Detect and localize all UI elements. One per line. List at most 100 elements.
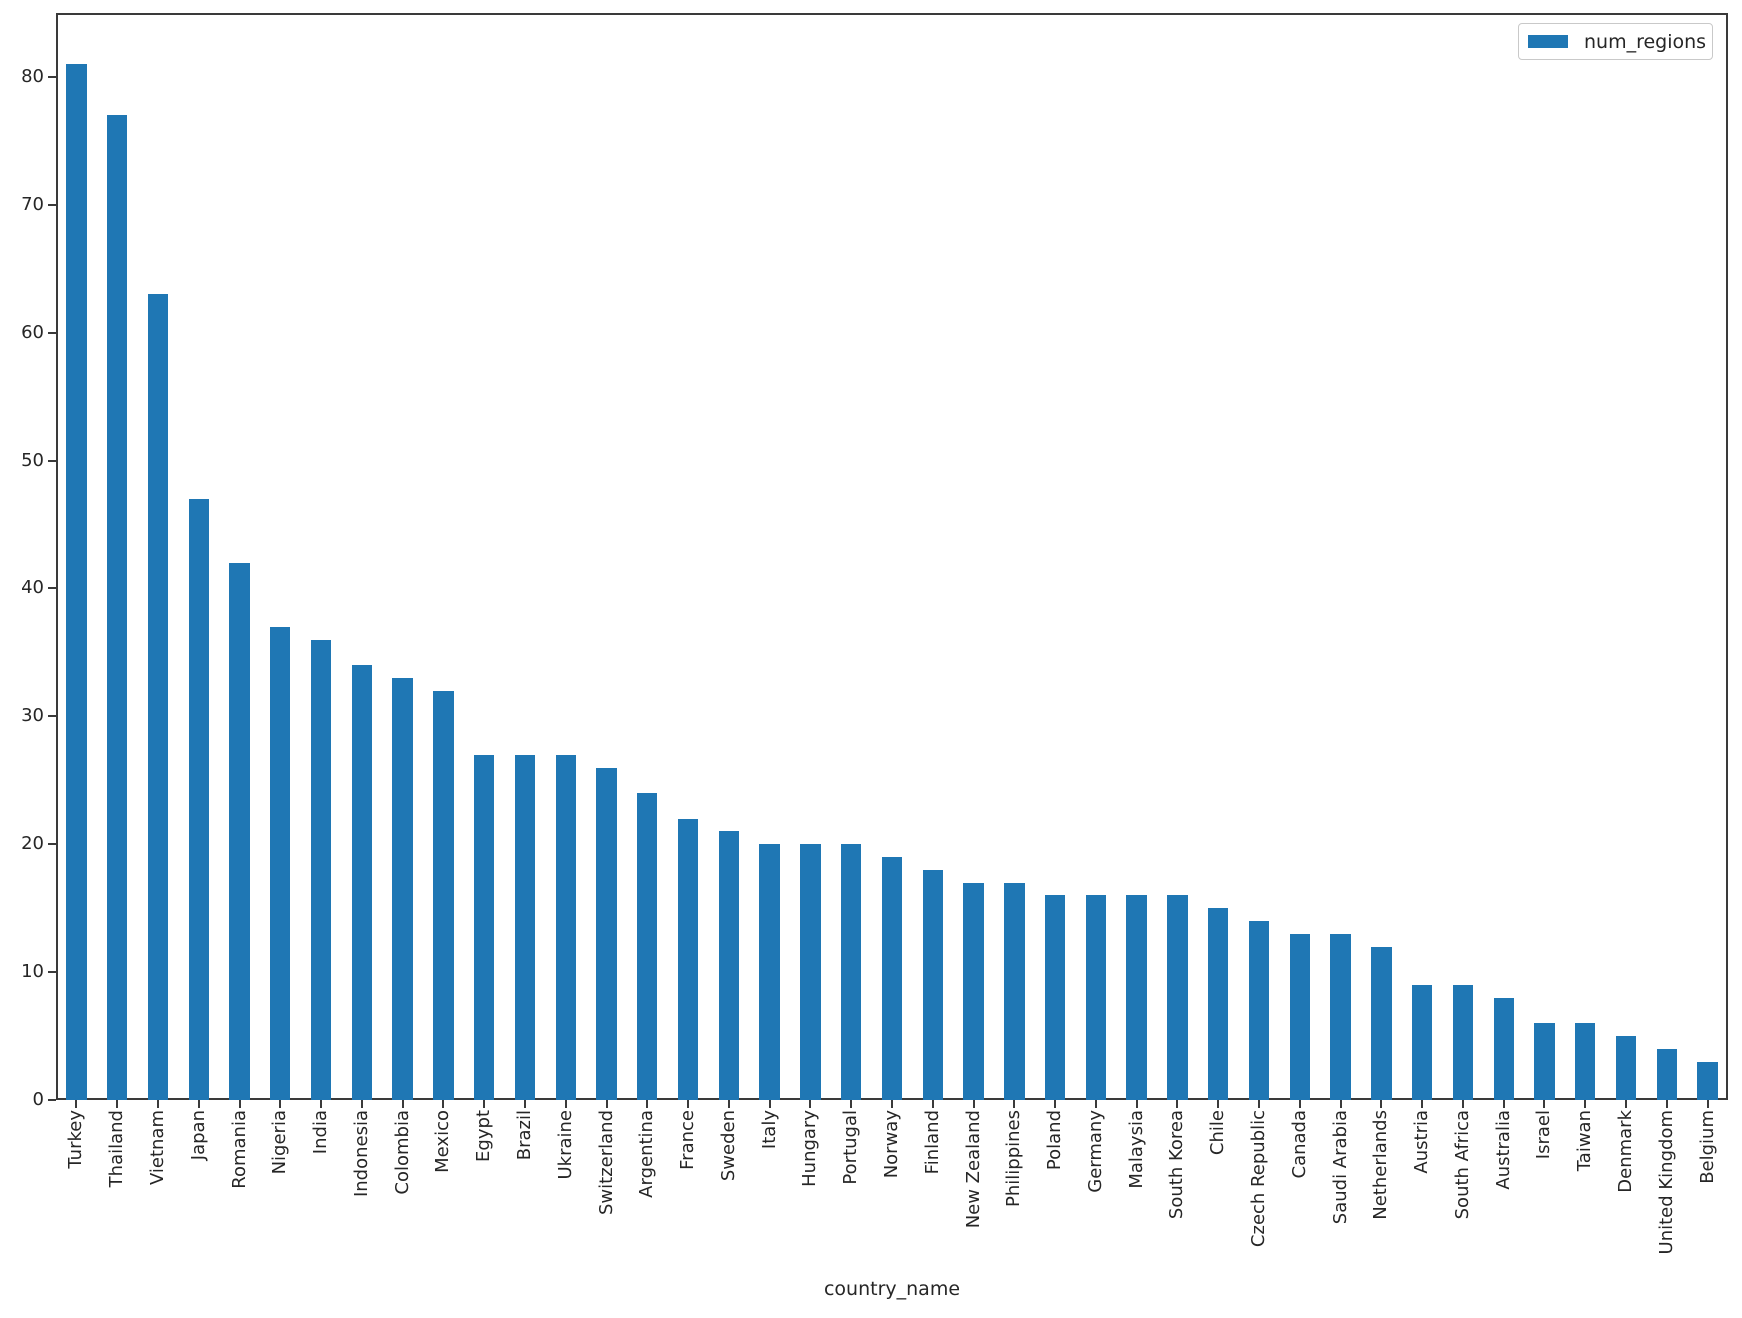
bar	[1167, 895, 1188, 1100]
x-tick-label: India	[310, 1110, 332, 1155]
x-tick-label: Finland	[921, 1110, 943, 1175]
x-tick	[197, 1100, 200, 1108]
bar	[229, 562, 250, 1100]
y-tick-label: 0	[32, 1089, 44, 1110]
bar	[1575, 1023, 1596, 1100]
x-tick	[1176, 1100, 1179, 1108]
x-tick	[768, 1100, 771, 1108]
bar	[922, 869, 943, 1100]
x-tick-label: Indonesia	[350, 1110, 372, 1198]
y-tick	[48, 459, 56, 462]
bar	[677, 818, 699, 1100]
x-tick-label: Nigeria	[269, 1110, 291, 1175]
x-tick	[1217, 1100, 1220, 1108]
y-tick	[48, 203, 56, 206]
y-tick	[48, 971, 56, 974]
bar	[1411, 984, 1433, 1100]
x-tick	[1135, 1100, 1138, 1108]
bar	[147, 294, 169, 1100]
y-tick-label: 60	[21, 321, 44, 343]
x-tick	[320, 1100, 323, 1108]
x-tick-label: Switzerland	[595, 1110, 617, 1215]
x-tick	[727, 1100, 730, 1108]
y-tick-label: 40	[21, 577, 44, 599]
bar	[1289, 933, 1310, 1100]
x-tick-label: Brazil	[513, 1110, 535, 1161]
x-tick	[1502, 1100, 1505, 1108]
legend-label: num_regions	[1584, 30, 1707, 53]
x-tick-label: Egypt	[473, 1110, 495, 1162]
x-tick-label: Ukraine	[554, 1110, 576, 1180]
x-tick	[931, 1100, 934, 1108]
bar	[637, 793, 658, 1100]
bar	[718, 831, 740, 1100]
bar	[106, 115, 128, 1100]
x-tick	[605, 1100, 608, 1108]
x-tick-label: Philippines	[1003, 1110, 1025, 1207]
x-tick-label: Hungary	[799, 1110, 821, 1187]
bar	[1697, 1061, 1718, 1100]
x-tick	[564, 1100, 567, 1108]
x-tick	[1380, 1100, 1383, 1108]
bar	[1534, 1023, 1555, 1100]
bar	[759, 844, 780, 1100]
x-tick	[687, 1100, 690, 1108]
bar	[188, 498, 209, 1100]
bar	[392, 677, 413, 1100]
bar	[596, 767, 617, 1100]
x-tick-label: Saudi Arabia	[1329, 1110, 1351, 1225]
x-tick-label: Taiwan	[1574, 1110, 1596, 1172]
bar	[1004, 882, 1025, 1100]
y-tick	[48, 715, 56, 718]
bar	[1371, 946, 1392, 1100]
bar	[66, 64, 87, 1100]
x-tick	[809, 1100, 812, 1108]
bar	[963, 882, 984, 1100]
x-tick-label: Belgium	[1696, 1110, 1718, 1184]
x-tick	[401, 1100, 404, 1108]
x-tick-label: Turkey	[65, 1110, 87, 1169]
x-tick	[1013, 1100, 1016, 1108]
x-tick	[116, 1100, 119, 1108]
x-tick-label: Sweden	[717, 1110, 739, 1182]
x-tick	[442, 1100, 445, 1108]
y-tick	[48, 75, 56, 78]
bar	[1656, 1048, 1677, 1100]
x-tick	[972, 1100, 975, 1108]
bar	[514, 754, 536, 1100]
bar	[270, 626, 291, 1100]
x-tick	[75, 1100, 78, 1108]
x-tick-label: Thailand	[106, 1110, 128, 1188]
y-tick-label: 30	[21, 705, 44, 727]
x-tick	[1258, 1100, 1261, 1108]
bar	[1085, 895, 1107, 1100]
x-tick-label: United Kingdom	[1655, 1110, 1677, 1255]
x-tick-label: Austria	[1411, 1110, 1433, 1174]
x-tick-label: South Africa	[1451, 1110, 1473, 1220]
y-tick-label: 20	[21, 833, 44, 855]
bar	[1208, 908, 1229, 1100]
x-tick	[360, 1100, 363, 1108]
y-tick-label: 10	[21, 961, 44, 983]
bar	[841, 844, 862, 1100]
x-tick	[1665, 1100, 1668, 1108]
bar	[800, 844, 821, 1100]
y-tick	[48, 843, 56, 846]
x-tick-label: Australia	[1492, 1110, 1514, 1190]
x-tick-label: Portugal	[840, 1110, 862, 1185]
x-tick-label: Japan	[187, 1110, 209, 1161]
x-tick-label: Denmark	[1615, 1110, 1637, 1193]
bar	[433, 690, 454, 1100]
x-tick-label: Romania	[228, 1110, 250, 1189]
y-tick-label: 50	[21, 449, 44, 471]
x-tick-label: Italy	[758, 1110, 780, 1150]
x-tick	[279, 1100, 282, 1108]
y-tick-label: 80	[21, 65, 44, 87]
legend-swatch-icon	[1528, 35, 1568, 48]
x-tick	[1421, 1100, 1424, 1108]
x-tick	[1543, 1100, 1546, 1108]
x-tick	[1298, 1100, 1301, 1108]
x-tick-label: Germany	[1084, 1110, 1106, 1193]
bar	[1452, 984, 1474, 1100]
